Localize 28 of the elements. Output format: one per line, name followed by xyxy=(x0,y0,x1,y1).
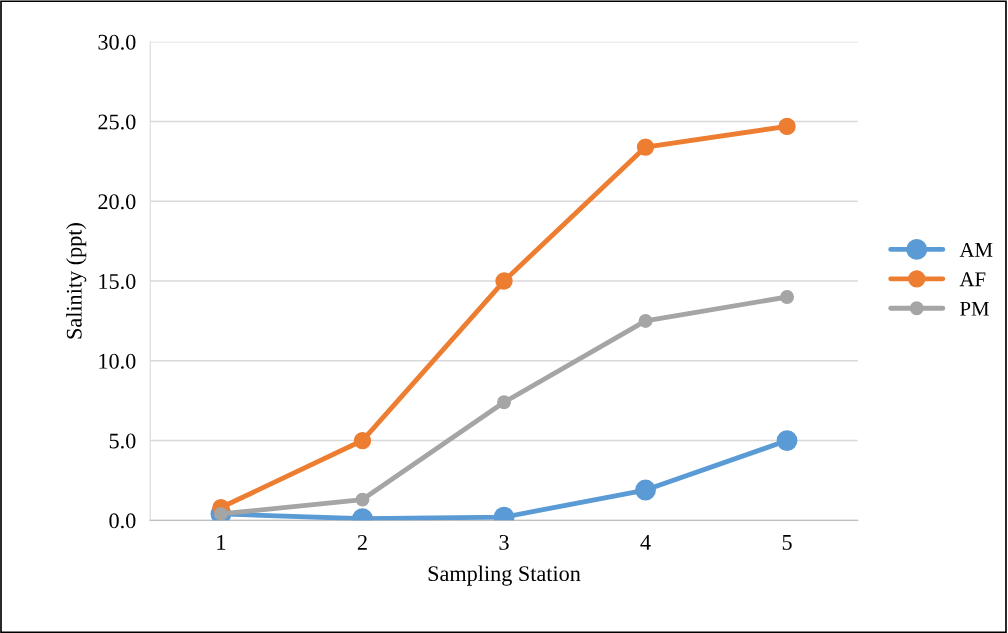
point xyxy=(780,290,794,304)
point xyxy=(635,479,656,501)
point xyxy=(495,272,513,290)
x-tick-label: 1 xyxy=(217,534,226,550)
x-tick-label: 2 xyxy=(357,534,367,550)
x-tick-label: 5 xyxy=(782,535,792,550)
point xyxy=(636,138,655,156)
y-tick-label: 10.0 xyxy=(99,353,136,369)
y-axis-title: Salinity (ppt) xyxy=(66,223,87,339)
y-tick-label: 25.0 xyxy=(98,114,136,130)
point xyxy=(355,492,370,507)
y-tick-label: 0.0 xyxy=(109,513,136,529)
point xyxy=(638,313,653,328)
x-tick-label: 3 xyxy=(499,534,509,550)
legend-label: PM xyxy=(960,301,989,316)
y-tick-label: 20.0 xyxy=(98,194,136,210)
point xyxy=(353,431,372,450)
point xyxy=(214,507,228,521)
x-axis-title: Sampling Station xyxy=(428,565,581,586)
x-tick-label: 4 xyxy=(640,535,651,550)
y-tick-label: 30.0 xyxy=(98,34,136,50)
y-tick-label: 5.0 xyxy=(109,433,136,449)
point xyxy=(776,430,798,451)
legend-label: AF xyxy=(959,272,986,287)
point xyxy=(497,395,511,410)
legend-label: AM xyxy=(959,242,993,257)
y-tick-label: 15.0 xyxy=(99,273,136,290)
point xyxy=(778,117,796,136)
